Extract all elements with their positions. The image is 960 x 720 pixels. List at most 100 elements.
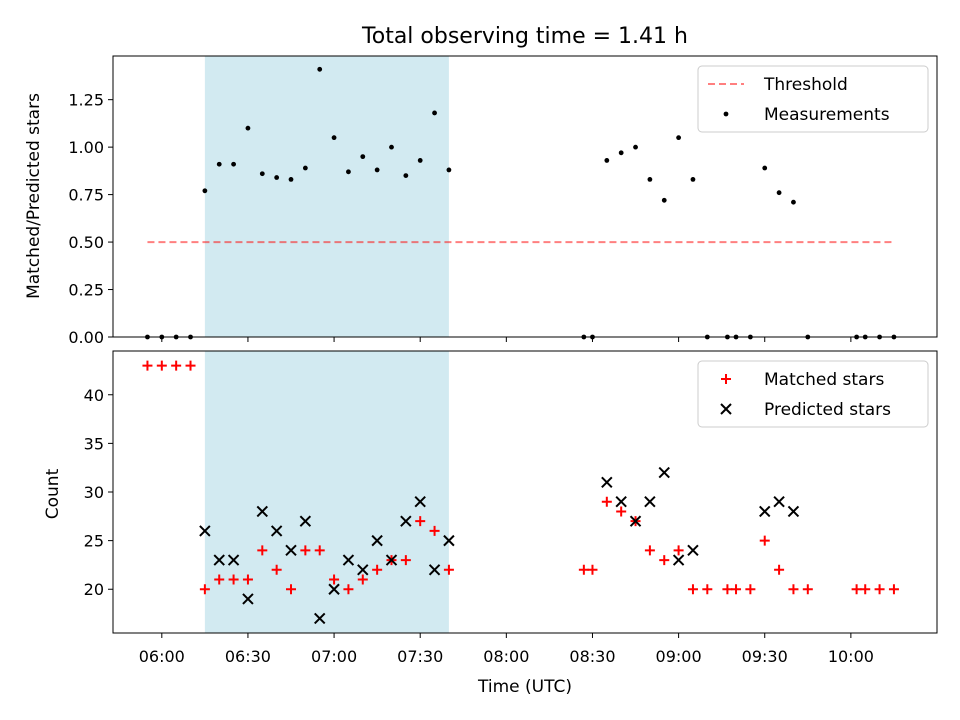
measurements-point [360,154,366,160]
y-tick-label: 0.50 [68,233,104,252]
y-tick-label: 0.75 [68,186,104,205]
measurements-point [676,135,682,141]
predicted-stars-point [787,505,800,518]
matched-stars-point [257,545,268,556]
legend-marker-measurements [723,111,729,117]
matched-stars-point [242,574,253,585]
matched-stars-point [214,574,225,585]
predicted-stars-point [357,564,369,576]
predicted-stars-point [328,583,340,595]
predicted-stars-point [672,554,685,566]
matched-stars-point [300,545,311,556]
matched-stars-point [415,516,426,527]
measurements-point [231,161,236,167]
measurements-point [791,199,796,205]
plot-frame [112,55,938,338]
matched-stars-point [702,584,713,595]
matched-stars-point [357,574,368,585]
predicted-stars-point [400,515,412,527]
matched-stars-point [400,555,411,566]
matched-stars-point [759,535,770,546]
matched-stars-point [731,584,742,595]
predicted-stars-point [658,466,670,479]
matched-stars-point [745,584,756,595]
matched-stars-point [673,545,684,556]
y-tick-label: 1.00 [68,138,104,157]
measurements-point [776,190,782,196]
matched-stars-point [888,584,899,595]
predicted-stars-point [443,534,455,547]
measurements-point [331,135,337,141]
top-panel: 0.00 0.25 0.50 0.75 1.00 1.25 Threshold Measure… [68,55,938,347]
matched-stars-point [185,360,196,371]
matched-stars-point [343,584,354,595]
predicted-stars-point [270,525,283,537]
predicted-stars-point [629,515,642,527]
matched-stars-point [171,360,182,371]
measurements-point [302,165,308,171]
legend-label-threshold: Threshold [763,75,848,95]
matched-stars-point [851,584,862,595]
y-tick-label: 0.00 [68,328,104,347]
matched-stars-point [228,574,239,585]
matched-stars-point [601,496,612,507]
matched-stars-point [314,545,325,556]
measurements-point [432,110,437,116]
measurements-point [446,167,452,173]
x-tick-label: 08:00 [483,647,529,666]
y-tick-label: 40 [84,386,104,405]
measurements-point [389,144,394,150]
y-tick-label: 30 [84,483,104,502]
predicted-stars-point [227,554,240,566]
x-tick-label: 07:30 [397,647,443,666]
y-tick-label: 35 [84,434,104,453]
matched-stars-point [616,506,627,517]
predicted-stars-point [773,496,785,508]
x-tick-label: 06:00 [139,647,185,666]
measurements-point [274,175,280,180]
predicted-stars-point [242,593,254,605]
bottom-panel: 20 25 30 35 40 06:00 06:30 07:00 07:30 08:00 08:30… [84,350,938,666]
legend-marker-matched-stars [721,374,731,384]
matched-stars-point [156,360,167,371]
matched-stars-point [874,584,885,595]
legend-box [697,65,929,133]
matched-stars-point [659,555,670,566]
predicted-stars-point [414,496,426,508]
legend-box [697,360,929,428]
predicted-stars-point [615,496,627,508]
matched-stars-point [329,574,340,585]
matched-stars-point [788,584,799,595]
measurements-point [633,144,638,150]
x-axis-label: Time (UTC) [477,677,572,697]
matched-stars-point [587,564,598,575]
predicted-stars-point [342,554,355,566]
predicted-stars-point [371,534,383,547]
measurements-point [618,150,624,156]
predicted-stars-point [213,554,225,566]
chart-title: Total observing time = 1.41 h [361,24,688,49]
predicted-stars-point [644,496,656,508]
predicted-stars-point [299,515,312,527]
measurements-point [346,169,351,175]
x-tick-label: 09:30 [742,647,788,666]
matched-stars-point [372,564,383,575]
measurements-point [288,177,294,182]
matched-stars-point [271,564,282,575]
top-y-axis-label: Matched/Predicted stars [24,93,44,299]
measurements-point [661,197,667,203]
predicted-stars-point [601,476,613,488]
matched-stars-point [687,584,698,595]
predicted-stars-point [314,612,326,625]
highlight-span [204,56,449,337]
predicted-stars-point [687,544,699,557]
measurements-point [604,158,610,163]
measurements-point [245,125,251,131]
measurements-point [202,188,208,194]
y-tick-label: 20 [84,580,104,599]
x-tick-label: 06:30 [225,647,271,666]
matched-stars-point [860,584,871,595]
measurements-point [374,167,380,173]
matched-stars-point [443,564,454,575]
legend-label-predicted-stars: Predicted stars [764,400,891,420]
